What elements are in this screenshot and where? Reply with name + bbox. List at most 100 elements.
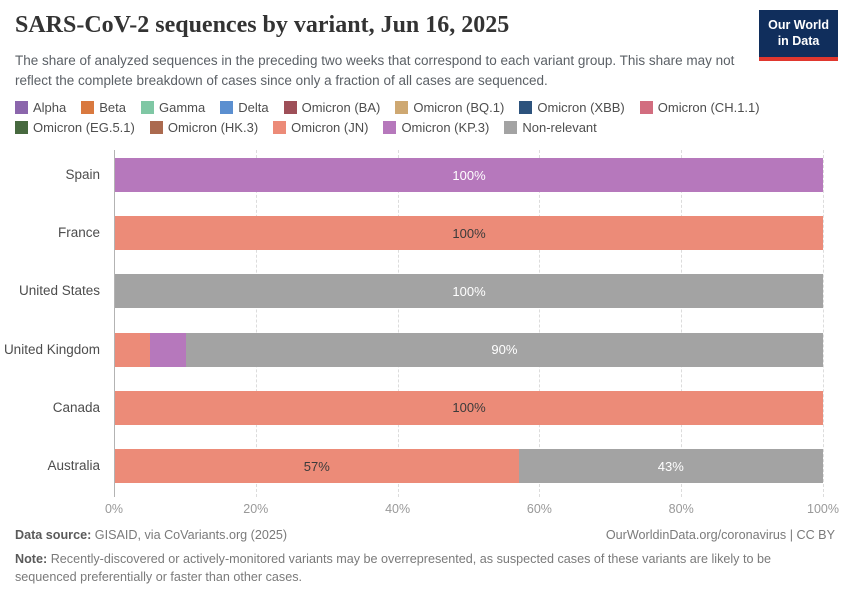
legend-item[interactable]: Omicron (KP.3) (383, 120, 489, 135)
country-label: United States (18, 283, 100, 299)
legend-item[interactable]: Omicron (BQ.1) (395, 100, 504, 115)
legend: Alpha Beta Gamma Delta Omicron (BA) Omicron (… (15, 100, 840, 135)
legend-item[interactable]: Omicron (HK.3) (149, 120, 259, 135)
legend-item[interactable]: Delta (220, 100, 269, 115)
country-label: United Kingdom (3, 341, 100, 357)
legend-item[interactable]: Omicron (JN) (273, 120, 368, 135)
legend-label: Omicron (CH.1.1) (657, 100, 760, 115)
bar-value-label: 90% (491, 342, 518, 358)
data-source: Data source: GISAID, via CoVariants.org … (15, 528, 287, 542)
legend-swatch-icon (283, 101, 297, 114)
bar-segment[interactable]: 43% (518, 449, 823, 483)
legend-swatch-icon (15, 121, 28, 134)
chart-footer: Data source: GISAID, via CoVariants.org … (15, 528, 835, 587)
bar-value-label: 57% (303, 458, 330, 474)
legend-label: Omicron (HK.3) (167, 120, 259, 135)
legend-item[interactable]: Omicron (EG.5.1) (15, 120, 135, 135)
gridline (255, 150, 257, 497)
chart-subtitle: The share of analyzed sequences in the p… (15, 53, 735, 89)
stacked-bar: 100% (115, 274, 823, 309)
country-label: Australia (47, 458, 100, 473)
x-tick-label: 60% (526, 502, 552, 516)
legend-swatch-icon (149, 121, 163, 134)
country-label: Spain (65, 167, 100, 182)
legend-label: Omicron (BQ.1) (413, 100, 505, 115)
legend-swatch-icon (81, 101, 95, 114)
legend-swatch-icon (383, 121, 397, 134)
legend-label: Delta (238, 100, 269, 115)
data-source-value: GISAID, via CoVariants.org (2025) (94, 528, 288, 542)
x-tick-label: 40% (385, 502, 411, 516)
legend-swatch-icon (639, 101, 653, 114)
legend-label: Beta (99, 100, 126, 115)
gridline (681, 150, 683, 497)
legend-item[interactable]: Omicron (BA) (283, 100, 381, 115)
bar-segment[interactable]: 90% (185, 332, 823, 367)
x-tick-label: 20% (243, 502, 269, 516)
stacked-bar: 100% (115, 390, 823, 425)
bar-segment[interactable]: 100% (115, 274, 823, 309)
bar-segment[interactable] (150, 332, 186, 367)
bar-row: United States 100% (0, 274, 850, 309)
legend-item[interactable]: Omicron (XBB) (519, 100, 625, 115)
stacked-bar: 100% (115, 158, 823, 192)
bar-segment[interactable] (115, 332, 151, 367)
bar-segment[interactable]: 100% (115, 390, 823, 425)
legend-label: Non-relevant (522, 120, 597, 135)
legend-swatch-icon (141, 101, 154, 114)
bar-value-label: 100% (452, 225, 486, 241)
gridline (397, 150, 399, 497)
chart-note: Note: Recently-discovered or actively-mo… (15, 550, 795, 587)
legend-swatch-icon (273, 121, 287, 134)
legend-label: Omicron (BA) (301, 100, 381, 115)
country-label: Canada (52, 399, 100, 415)
owid-logo-line2: in Data (777, 34, 820, 49)
x-tick-label: 100% (807, 502, 839, 516)
note-label: Note: (15, 552, 48, 566)
note-text: Recently-discovered or actively-monitore… (15, 552, 771, 585)
x-tick-label: 80% (668, 502, 694, 516)
legend-item[interactable]: Beta (81, 100, 126, 115)
bar-row: United Kingdom 90% (0, 332, 850, 367)
legend-label: Gamma (159, 100, 206, 115)
legend-swatch-icon (504, 121, 518, 134)
bar-row: Spain 100% (0, 158, 850, 192)
bar-row: Australia 57% 43% (0, 449, 850, 483)
stacked-bar: 57% 43% (115, 449, 823, 483)
bar-value-label: 100% (452, 167, 486, 183)
chart-area: Spain 100% France 100% United States 100% Unit… (0, 150, 850, 525)
x-tick-label: 0% (104, 502, 124, 516)
page-title: SARS-CoV-2 sequences by variant, Jun 16,… (15, 12, 510, 38)
legend-label: Omicron (KP.3) (401, 120, 490, 135)
stacked-bar: 90% (115, 332, 823, 367)
legend-swatch-icon (15, 101, 28, 114)
bar-value-label: 43% (657, 458, 684, 474)
legend-swatch-icon (395, 101, 409, 114)
legend-label: Alpha (33, 100, 67, 115)
owid-logo-line1: Our World (768, 18, 829, 32)
bar-value-label: 100% (452, 283, 486, 299)
country-label: France (57, 225, 100, 241)
bar-row: France 100% (0, 216, 850, 251)
bar-segment[interactable]: 100% (115, 158, 823, 192)
gridline (823, 150, 824, 497)
legend-item[interactable]: Omicron (CH.1.1) (639, 100, 760, 115)
bar-value-label: 100% (452, 400, 486, 416)
owid-logo[interactable]: Our World in Data (759, 10, 838, 61)
attribution-link[interactable]: OurWorldinData.org/coronavirus | CC BY (605, 528, 835, 542)
bar-segment[interactable]: 57% (115, 449, 519, 483)
bar-row: Canada 100% (0, 390, 850, 425)
legend-item[interactable]: Gamma (141, 100, 205, 115)
data-source-label: Data source: (15, 528, 92, 542)
legend-item[interactable]: Alpha (15, 100, 66, 115)
legend-swatch-icon (519, 101, 533, 114)
legend-item[interactable]: Non-relevant (504, 120, 597, 135)
legend-label: Omicron (EG.5.1) (33, 120, 135, 135)
gridline (539, 150, 541, 497)
legend-label: Omicron (XBB) (537, 100, 625, 115)
legend-swatch-icon (220, 101, 234, 114)
legend-label: Omicron (JN) (291, 120, 369, 135)
y-axis-line (114, 150, 115, 497)
bar-segment[interactable]: 100% (115, 216, 823, 251)
